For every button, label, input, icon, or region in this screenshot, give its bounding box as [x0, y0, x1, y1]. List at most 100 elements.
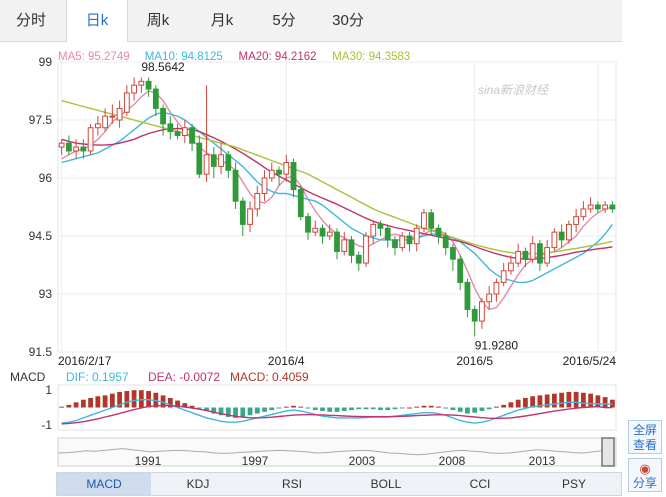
macd-bar [421, 405, 427, 408]
fullscreen-button[interactable]: 全屏 查看 [628, 420, 662, 454]
navigator-year-label: 2003 [349, 454, 376, 468]
price-grid [57, 61, 617, 353]
candle [247, 201, 253, 233]
macd-bar [138, 390, 144, 408]
navigator-line [57, 448, 603, 456]
candle-body [203, 154, 210, 175]
candle [276, 166, 282, 186]
moving-average-lines [61, 90, 613, 311]
macd-bar [124, 391, 130, 408]
candle [421, 208, 427, 233]
low-price-label: 91.9280 [475, 338, 519, 352]
candle-body [479, 301, 485, 322]
candle-body [196, 142, 203, 175]
macd-bar [580, 392, 586, 408]
candle-body [65, 142, 72, 152]
candle-body [123, 92, 130, 113]
candle-body [609, 204, 616, 210]
candle-body [421, 212, 427, 229]
tab-cci[interactable]: CCI [469, 477, 491, 491]
macd-bar [559, 392, 565, 408]
candle [305, 212, 311, 240]
weibo-icon: ◉ [639, 461, 651, 476]
tab-5min[interactable]: 5分 [272, 12, 296, 29]
macd-bar [298, 406, 304, 408]
tab-daily-k[interactable]: 日k [66, 0, 128, 42]
macd-bar [566, 391, 572, 408]
candle [189, 123, 195, 151]
candle-body [305, 216, 311, 233]
macd-bar [392, 407, 398, 410]
candle [551, 228, 558, 252]
candle [123, 85, 130, 117]
tab-intraday[interactable]: 分时 [15, 12, 46, 29]
macd-bar [204, 407, 209, 411]
candle-body [102, 115, 108, 129]
navigator-year-label: 1991 [135, 454, 162, 468]
candle [94, 116, 101, 136]
candle-body [225, 154, 232, 171]
macd-legend-item-2: DEA: -0.0072 [148, 370, 220, 384]
candle [522, 247, 529, 267]
tab-weekly-k[interactable]: 周k [146, 12, 170, 29]
macd-legend-item-0: MACD [10, 370, 46, 384]
tab-kdj[interactable]: KDJ [186, 477, 210, 491]
candle [58, 139, 65, 155]
macd-bar [385, 407, 391, 411]
candle-body [464, 281, 471, 310]
candle [428, 208, 435, 236]
macd-bar [247, 407, 253, 416]
macd-bar [182, 403, 188, 408]
macd-bar [356, 407, 362, 410]
share-button[interactable]: ◉ 分享 [628, 458, 662, 492]
candle-body [450, 247, 456, 260]
macd-bar [501, 404, 507, 408]
candlestick-series [58, 77, 616, 337]
candle-body [58, 142, 65, 148]
tab-boll[interactable]: BOLL [370, 477, 402, 491]
macd-bar [472, 407, 478, 413]
macd-bar [66, 404, 72, 408]
macd-panel: 1 -1 [41, 383, 617, 432]
candle-body [181, 127, 188, 136]
candle-body [486, 293, 493, 303]
candle [116, 100, 123, 128]
macd-bar [378, 407, 383, 411]
candle-body [268, 169, 275, 179]
macd-tick-label: 1 [45, 383, 52, 397]
candle [580, 201, 587, 221]
candle-body [94, 123, 101, 129]
candle-body [239, 200, 246, 225]
candle-body [80, 146, 87, 152]
candle [167, 116, 174, 140]
tab-rsi[interactable]: RSI [281, 477, 302, 491]
candle-body [152, 88, 159, 109]
candle-body [319, 227, 326, 237]
time-navigator[interactable]: 1991 1997 2003 2008 2013 [57, 437, 617, 468]
candle [355, 251, 362, 271]
candle [529, 236, 536, 264]
candle-body [457, 258, 464, 283]
macd-bar [211, 407, 217, 414]
candle-body [500, 270, 507, 283]
price-tick-label: 91.5 [29, 345, 53, 359]
candle [508, 255, 514, 275]
macd-bar [73, 402, 79, 408]
candle [384, 224, 391, 248]
tab-monthly-k[interactable]: 月k [210, 12, 234, 29]
tab-30min[interactable]: 30分 [332, 12, 364, 29]
macd-bar [291, 405, 296, 408]
candle-body [312, 227, 319, 233]
dif-line [61, 399, 613, 424]
tab-psy[interactable]: PSY [561, 477, 586, 491]
tab-macd[interactable]: MACD [57, 473, 151, 495]
candle-body [594, 204, 601, 210]
ma-legend-item-1: MA10: 94.8125 [145, 51, 223, 63]
macd-bar [479, 407, 485, 411]
candle [594, 201, 601, 213]
candle-body [573, 216, 580, 225]
price-tick-label: 93 [39, 287, 53, 301]
candle-body [493, 281, 500, 295]
candle-body [399, 235, 406, 249]
dea-line [61, 404, 613, 425]
